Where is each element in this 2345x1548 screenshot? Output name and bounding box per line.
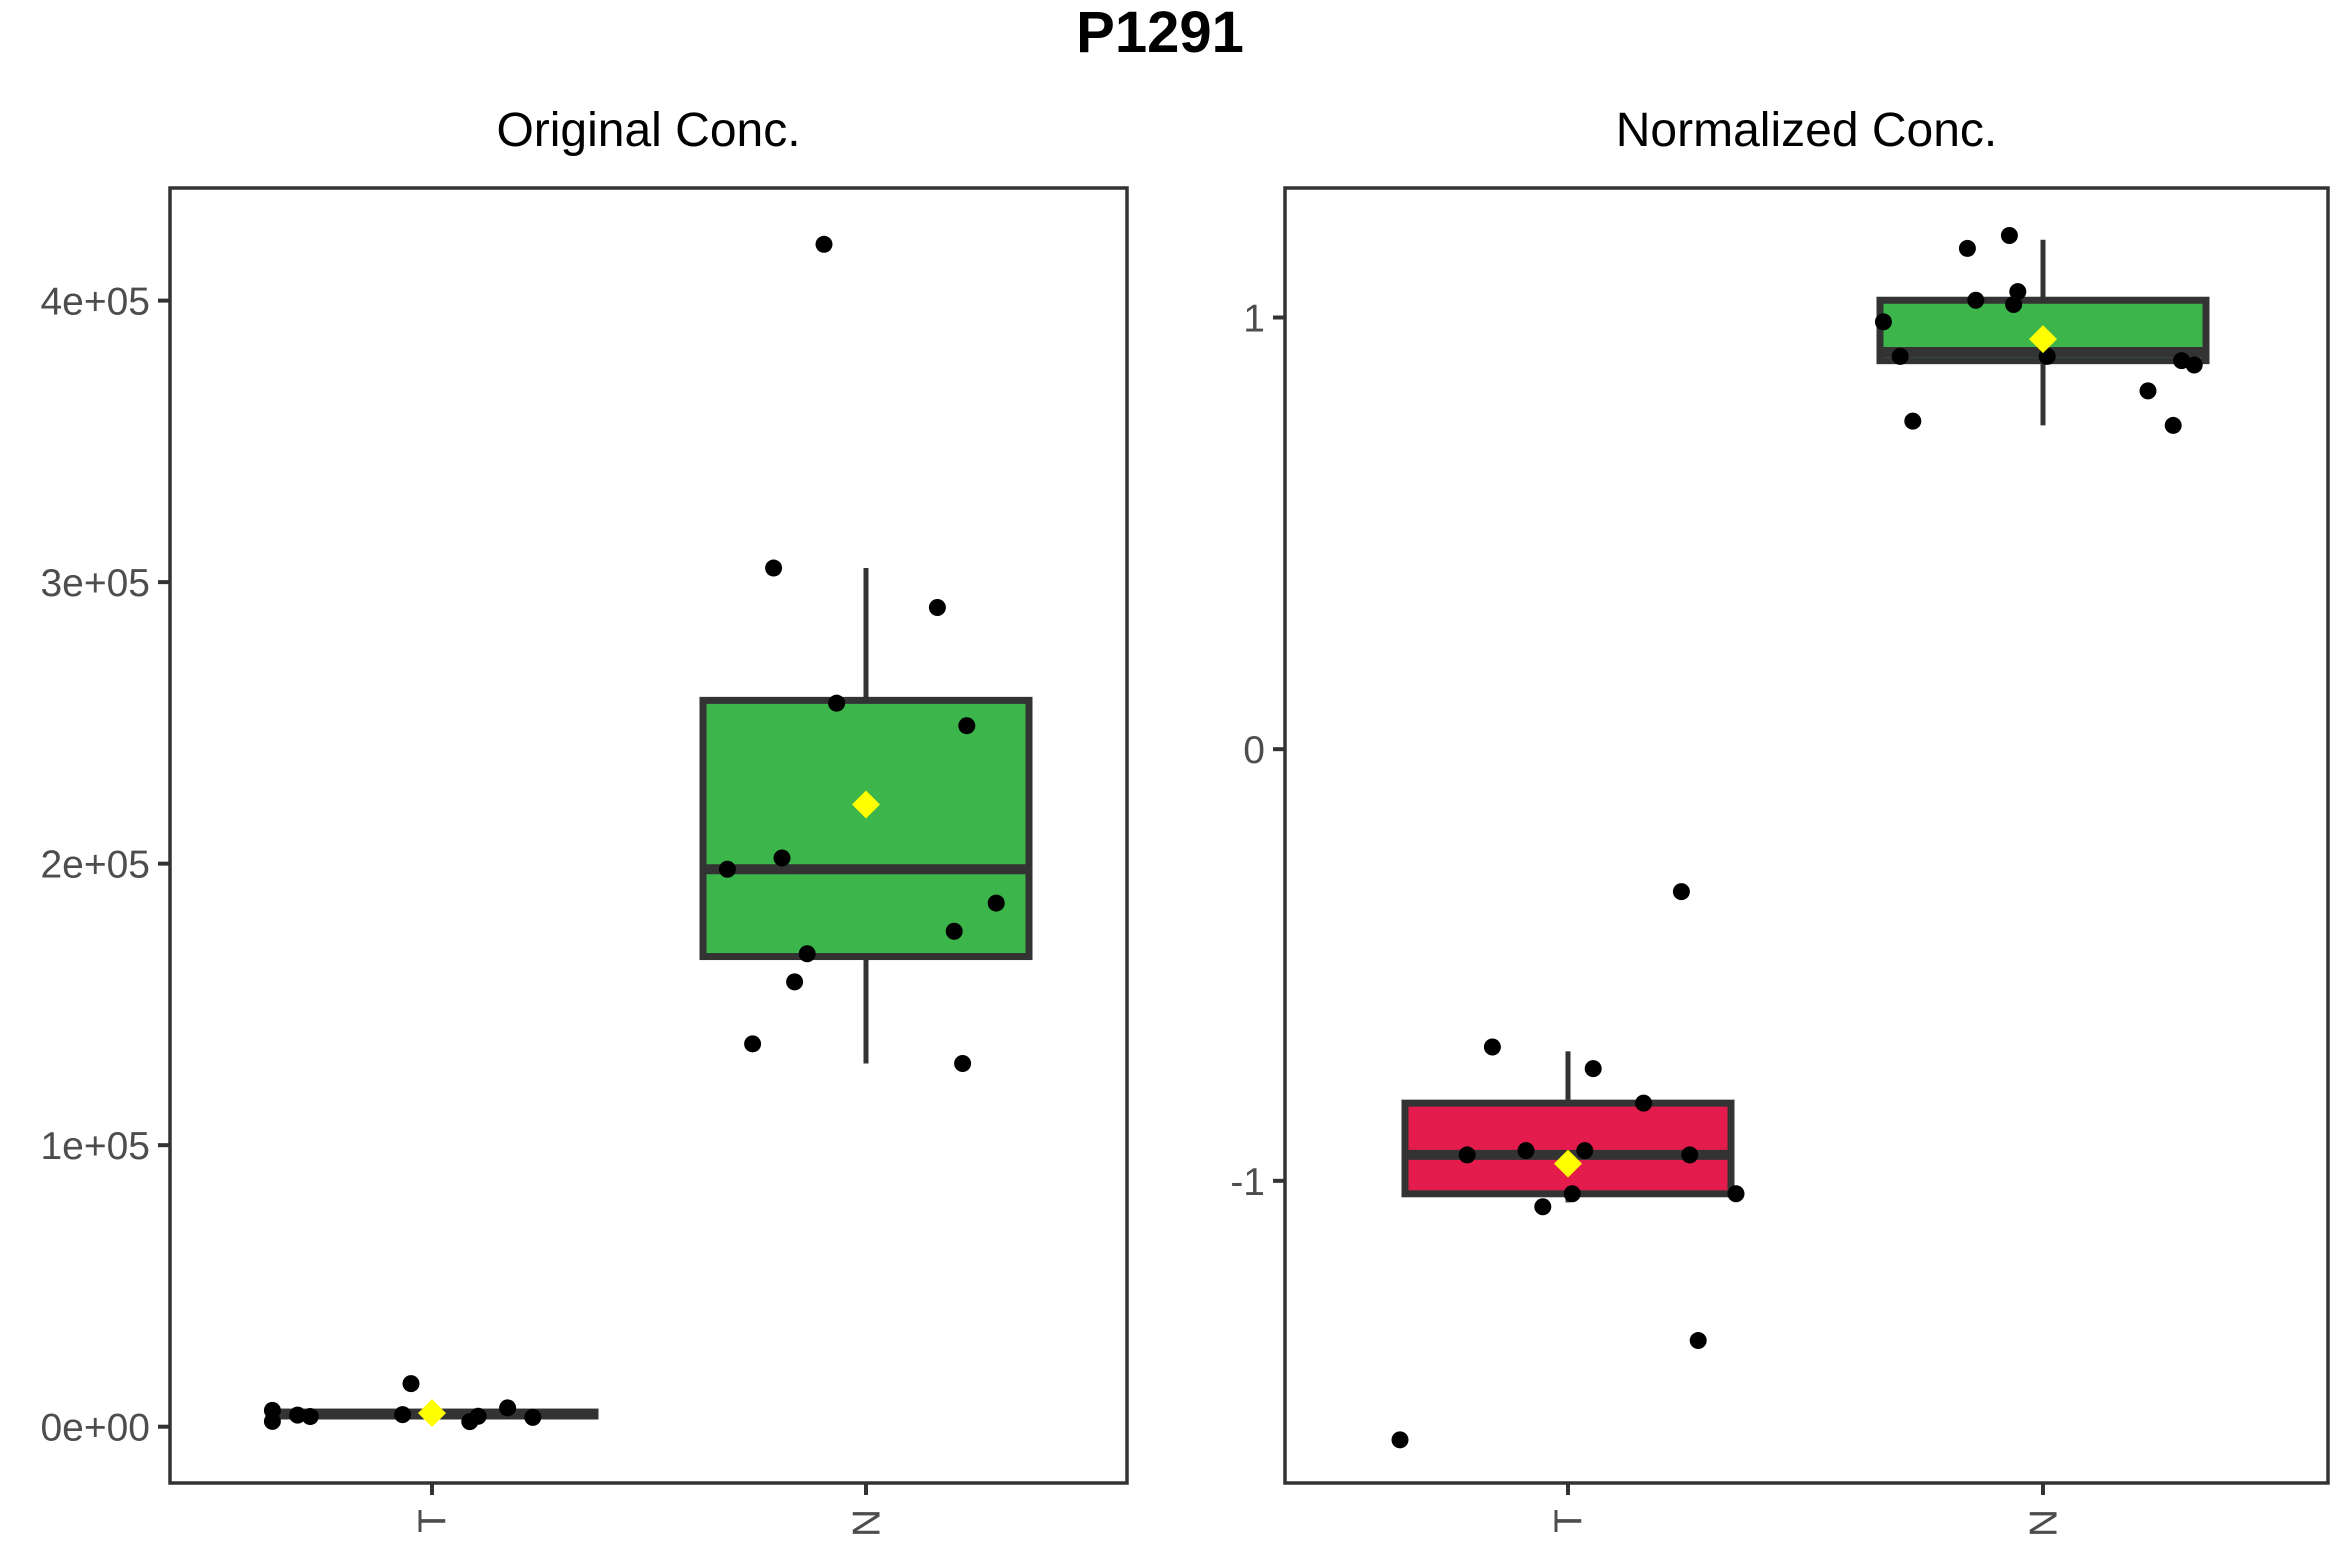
y-tick-label: -1 — [1230, 1161, 1265, 1204]
data-point — [945, 922, 963, 940]
panel-title: Original Conc. — [496, 104, 800, 157]
data-point — [1576, 1142, 1594, 1160]
data-point — [1517, 1142, 1535, 1160]
mean-marker — [1554, 1149, 1582, 1178]
y-tick-label: 4e+05 — [40, 281, 150, 324]
panel-2: Normalized Conc. -1 0 1 T N — [1230, 104, 2330, 1537]
data-point — [954, 1055, 972, 1073]
y-tick-label: 3e+05 — [40, 562, 150, 605]
mean-marker — [418, 1399, 446, 1428]
mean-marker — [2029, 325, 2057, 354]
data-point — [402, 1375, 420, 1393]
data-point — [2005, 296, 2023, 314]
data-point — [1689, 1332, 1707, 1350]
data-point — [1681, 1146, 1699, 1164]
y-tick-label: 0e+00 — [40, 1407, 150, 1450]
y-tick-label: 1 — [1243, 298, 1265, 341]
data-point — [744, 1035, 762, 1053]
data-point — [1635, 1094, 1653, 1112]
box-iqr — [699, 696, 1033, 961]
data-point — [394, 1406, 412, 1424]
data-point — [1563, 1185, 1581, 1203]
data-point — [2000, 226, 2018, 244]
data-point — [1483, 1038, 1501, 1056]
data-point — [773, 849, 791, 867]
data-point — [765, 559, 783, 577]
panel-title: Normalized Conc. — [1616, 104, 1997, 157]
panel-1: Original Conc. 0e+00 1e+05 2e+05 3e+05 4e+05 T… — [40, 104, 1129, 1537]
data-point — [499, 1399, 517, 1417]
data-point — [928, 598, 946, 616]
data-point — [958, 717, 976, 735]
data-point — [1458, 1146, 1476, 1164]
box-group-N — [699, 235, 1033, 1073]
data-point — [798, 945, 816, 963]
data-point — [1958, 239, 1976, 257]
data-point — [524, 1408, 542, 1426]
data-point — [718, 860, 736, 878]
data-point — [1891, 347, 1909, 365]
data-point — [2185, 356, 2203, 374]
data-point — [828, 694, 846, 712]
data-point — [1727, 1185, 1745, 1203]
x-tick-label: N — [2023, 1509, 2066, 1537]
data-point — [1904, 412, 1922, 430]
y-tick-label: 1e+05 — [40, 1125, 150, 1168]
data-point — [1672, 883, 1690, 901]
data-point — [1584, 1060, 1602, 1078]
data-point — [469, 1407, 487, 1425]
data-point — [815, 235, 833, 253]
data-point — [1534, 1198, 1552, 1216]
data-point — [1967, 291, 1985, 309]
y-tick-label: 0 — [1243, 729, 1265, 772]
box-group-T — [1391, 883, 1745, 1449]
data-point — [987, 894, 1005, 912]
chart-panels: Original Conc. 0e+00 1e+05 2e+05 3e+05 4e+05 T… — [40, 104, 2330, 1537]
box-group-T — [263, 1375, 599, 1431]
mean-marker — [852, 790, 880, 819]
data-point — [2009, 283, 2027, 301]
y-tick-label: 2e+05 — [40, 844, 150, 887]
data-point — [2164, 416, 2182, 434]
data-point — [786, 973, 804, 991]
data-point — [1391, 1431, 1409, 1449]
x-tick-label: N — [846, 1509, 889, 1537]
figure-title: P1291 — [1076, 0, 1244, 65]
x-tick-label: T — [1548, 1509, 1591, 1533]
panel-border — [1283, 186, 2330, 1485]
box-group-N — [1874, 226, 2210, 434]
data-point — [301, 1408, 319, 1426]
x-tick-label: T — [412, 1509, 455, 1533]
data-point — [2139, 382, 2157, 400]
box-iqr — [1401, 1099, 1735, 1198]
panel-border — [168, 186, 1129, 1485]
data-point — [1874, 313, 1892, 331]
data-point — [263, 1401, 281, 1419]
data-point — [289, 1406, 307, 1424]
